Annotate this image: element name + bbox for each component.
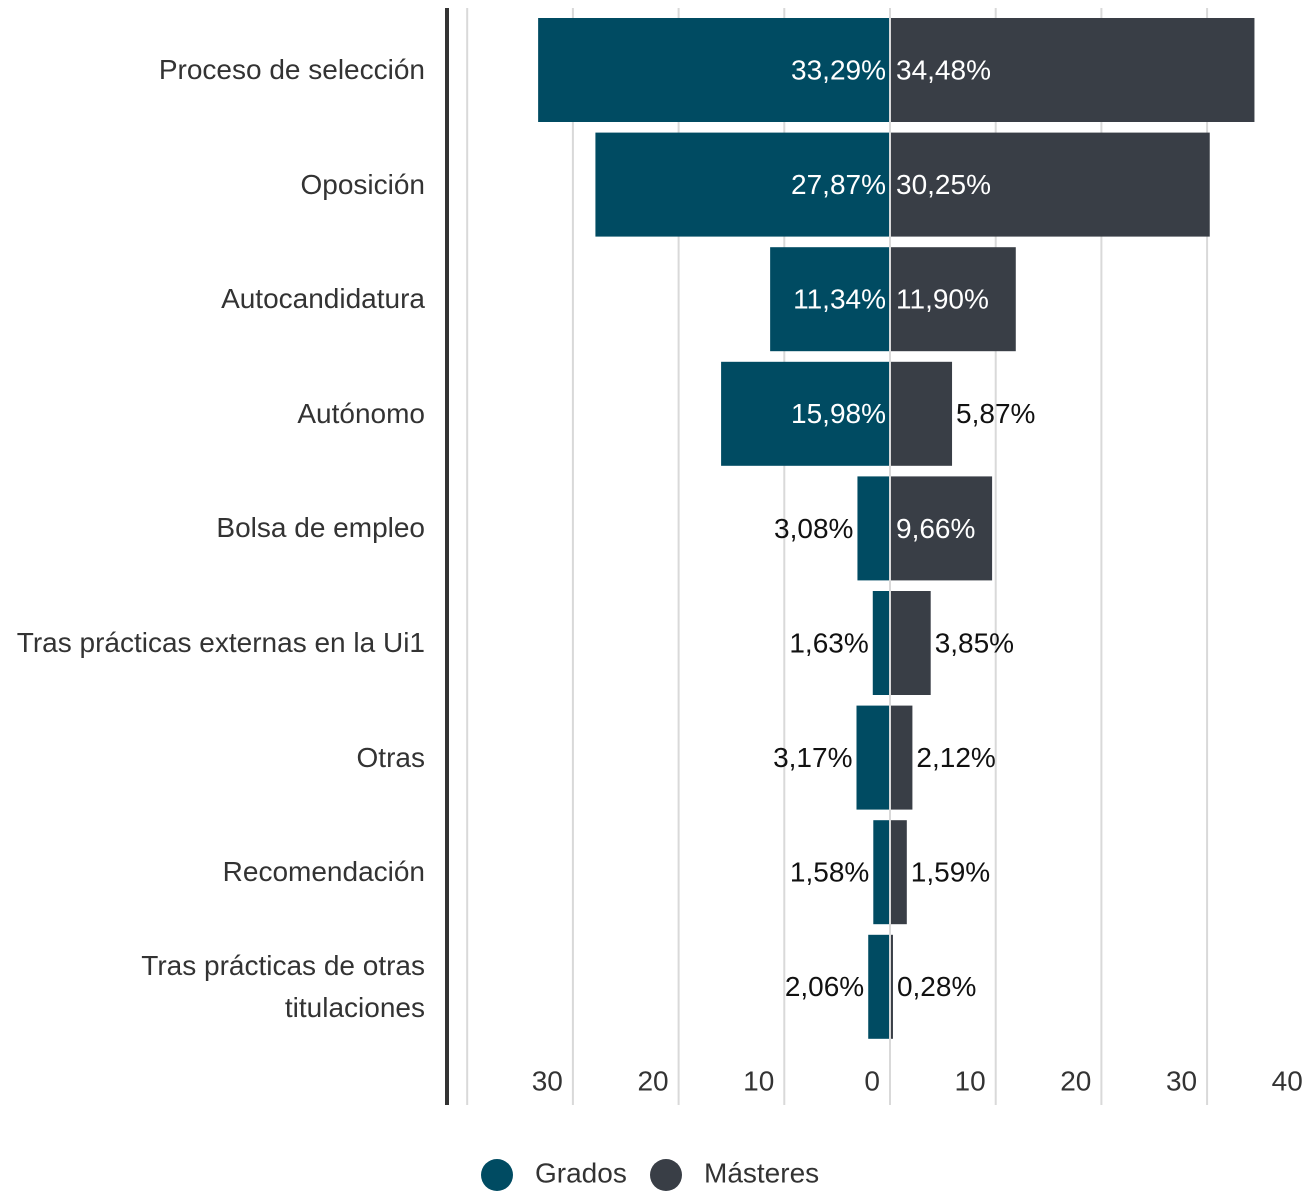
x-tick-label: 10 [743,1065,774,1096]
value-label: 34,48% [896,54,991,85]
value-label: 3,85% [935,627,1014,658]
x-tick-label: 30 [532,1065,563,1096]
value-label: 1,63% [789,627,868,658]
bar [890,820,907,925]
category-label: Tras prácticas de otras titulaciones [141,949,425,1023]
bar [890,361,953,466]
bar [770,247,890,352]
x-tick-label: 30 [1166,1065,1197,1096]
bar [868,934,890,1039]
value-label: 3,17% [773,742,852,773]
bar [890,18,1255,122]
value-label: 2,06% [785,971,864,1002]
category-label: Autónomo [297,397,425,429]
value-label: 15,98% [791,398,886,429]
x-tick-label: 20 [1060,1065,1091,1096]
value-label: 30,25% [896,169,991,200]
x-tick-label: 40 [1272,1065,1303,1096]
category-label: Oposición [300,168,425,200]
value-label: 9,66% [896,513,975,544]
bar [890,705,913,810]
x-tick-label: 10 [955,1065,986,1096]
value-label: 11,90% [896,284,989,315]
value-label: 3,08% [774,513,853,544]
value-label: 33,29% [791,54,886,85]
category-label: Proceso de selección [158,54,425,85]
category-label: Autocandidatura [221,283,425,315]
bar [721,361,890,466]
legend-label: Grados [535,1157,627,1188]
bar [890,132,1210,237]
value-label: 27,87% [791,169,886,200]
value-label: 2,12% [916,742,995,773]
category-label: Bolsa de empleo [216,512,425,544]
x-tick-label: 0 [864,1065,880,1096]
legend-label: Másteres [704,1157,819,1188]
legend-swatch [481,1159,513,1191]
value-label: 1,59% [911,857,990,888]
legend-swatch [650,1159,682,1191]
bar [890,934,893,1039]
bar [873,820,890,925]
bar [595,132,890,237]
bar [538,18,890,122]
bar [890,247,1016,352]
value-label: 1,58% [790,857,869,888]
x-tick-label: 20 [637,1065,668,1096]
bar [890,476,993,581]
bar [856,705,890,810]
category-label: Tras prácticas externas en la Ui1 [16,627,425,658]
bar [890,591,931,695]
value-label: 0,28% [897,971,976,1002]
category-label: Otras [356,741,425,773]
value-label: 5,87% [956,398,1035,429]
value-label: 11,34% [793,284,886,315]
bar [857,476,890,581]
bar [872,591,890,695]
category-label: Recomendación [222,856,425,888]
